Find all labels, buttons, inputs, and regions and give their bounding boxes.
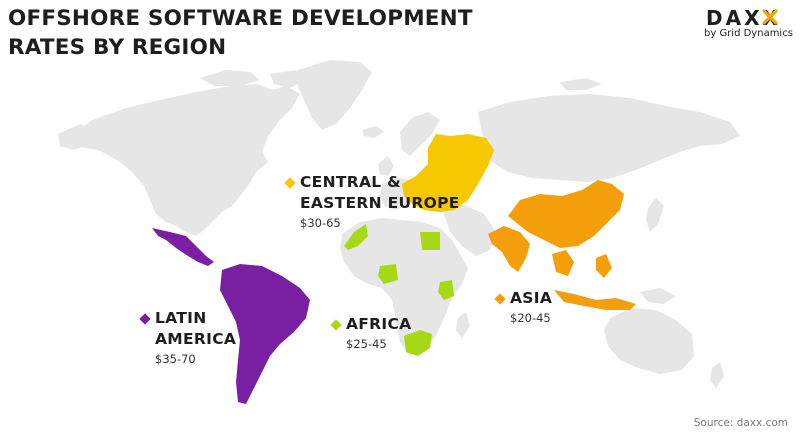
region-africa-south-africa bbox=[404, 330, 432, 356]
land-iceland bbox=[362, 126, 384, 138]
region-central-eastern-europe bbox=[402, 134, 494, 212]
region-africa-nigeria bbox=[378, 264, 398, 284]
land-arctic-islands-2 bbox=[270, 70, 306, 88]
region-africa-kenya bbox=[438, 280, 454, 300]
region-asia-china bbox=[508, 180, 624, 248]
land-north-america bbox=[68, 84, 300, 236]
region-latin-america-mexico bbox=[152, 228, 214, 266]
region-africa-morocco bbox=[344, 224, 368, 250]
source-note: Source: daxx.com bbox=[693, 417, 788, 429]
region-africa-egypt bbox=[420, 232, 440, 250]
land-scandinavia bbox=[400, 112, 440, 156]
land-japan bbox=[646, 198, 664, 232]
region-asia-se-asia bbox=[552, 250, 574, 276]
label-latin-america: LATIN AMERICA $35-70 bbox=[139, 308, 237, 366]
land-middle-east bbox=[442, 204, 496, 256]
page-title: OFFSHORE SOFTWARE DEVELOPMENT RATES BY R… bbox=[8, 4, 473, 62]
daxx-logo: DAXX by Grid Dynamics bbox=[700, 6, 793, 42]
land-uk bbox=[378, 156, 394, 176]
label-asia: ASIA $20-45 bbox=[494, 288, 553, 325]
title-line-1: OFFSHORE SOFTWARE DEVELOPMENT bbox=[8, 6, 473, 31]
asia-name: ASIA bbox=[510, 289, 553, 307]
label-africa: AFRICA $25-45 bbox=[330, 314, 412, 351]
asia-rate: $20-45 bbox=[510, 311, 551, 325]
land-arctic-islands bbox=[200, 70, 260, 86]
logo-wordmark: DAXX bbox=[706, 6, 781, 30]
land-alaska bbox=[58, 124, 96, 150]
region-latin-america-south bbox=[220, 264, 310, 404]
latam-name-line-2: AMERICA bbox=[155, 330, 237, 348]
land-madagascar bbox=[456, 312, 470, 338]
latam-rate: $35-70 bbox=[155, 352, 196, 366]
land-australia bbox=[604, 308, 694, 374]
land-north-asia-islands bbox=[560, 78, 602, 90]
title-line-2: RATES BY REGION bbox=[8, 35, 227, 60]
land-new-zealand bbox=[710, 362, 724, 388]
land-africa bbox=[340, 218, 468, 356]
cee-name-line-2: EASTERN EUROPE bbox=[300, 194, 460, 212]
label-central-eastern-europe: CENTRAL & EASTERN EUROPE $30-65 bbox=[284, 172, 460, 230]
region-asia-india bbox=[488, 226, 530, 272]
cee-rate: $30-65 bbox=[300, 216, 341, 230]
cee-name-line-1: CENTRAL & bbox=[300, 173, 401, 191]
latam-name-line-1: LATIN bbox=[155, 309, 207, 327]
africa-name: AFRICA bbox=[346, 315, 412, 333]
logo-accent-icon bbox=[762, 9, 778, 25]
region-asia-philippines bbox=[596, 254, 612, 278]
land-greenland bbox=[298, 60, 372, 130]
region-asia-indonesia bbox=[554, 290, 636, 310]
logo-subtitle: by Grid Dynamics bbox=[704, 28, 793, 39]
land-north-asia bbox=[478, 94, 740, 182]
land-new-guinea bbox=[640, 288, 676, 304]
africa-rate: $25-45 bbox=[346, 337, 387, 351]
